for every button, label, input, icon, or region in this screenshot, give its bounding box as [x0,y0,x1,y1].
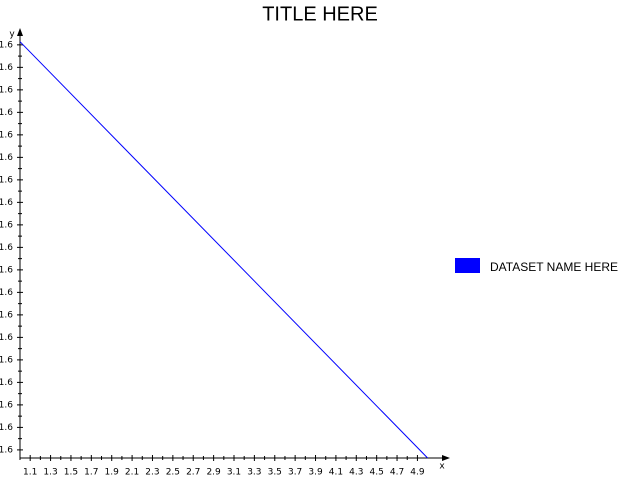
y-tick-label: 1.6 [0,63,13,73]
x-tick-label: 1.9 [105,468,120,478]
chart-title: TITLE HERE [262,3,378,25]
y-tick-label: 1.6 [0,220,13,230]
x-tick-label: 4.9 [410,468,425,478]
x-tick-label: 3.1 [227,468,241,478]
legend-swatch [455,258,480,273]
y-tick-label: 1.6 [0,175,13,185]
y-tick-label: 1.6 [0,400,13,410]
y-tick-label: 1.6 [0,198,13,208]
y-tick-label: 1.6 [0,265,13,275]
x-tick-label: 2.1 [125,468,139,478]
x-tick-label: 4.1 [329,468,343,478]
y-tick-label: 1.6 [0,378,13,388]
y-tick-label: 1.6 [0,333,13,343]
y-tick-label: 1.6 [0,243,13,253]
x-tick-label: 3.9 [308,468,323,478]
x-tick-label: 4.7 [390,468,404,478]
x-tick-label: 1.3 [43,468,57,478]
y-tick-label: 1.6 [0,40,13,50]
data-line [19,41,428,459]
y-tick-label: 1.6 [0,445,13,455]
legend-label: DATASET NAME HERE [490,260,618,274]
y-tick-label: 1.6 [0,310,13,320]
x-tick-label: 1.1 [23,468,37,478]
x-tick-label: 2.7 [186,468,200,478]
x-axis-label: x [439,462,445,472]
y-tick-label: 1.6 [0,130,13,140]
y-axis-label: y [9,30,15,40]
x-tick-label: 3.5 [268,468,282,478]
x-tick-label: 2.9 [206,468,221,478]
y-tick-label: 1.6 [0,85,13,95]
y-tick-label: 1.6 [0,288,13,298]
y-tick-label: 1.6 [0,108,13,118]
x-tick-label: 1.5 [64,468,78,478]
x-tick-label: 2.3 [145,468,159,478]
y-tick-label: 1.6 [0,153,13,163]
x-tick-label: 3.7 [288,468,302,478]
y-tick-label: 1.6 [0,423,13,433]
y-arrow [17,28,23,36]
x-tick-label: 3.3 [247,468,261,478]
x-tick-label: 4.5 [370,468,384,478]
x-tick-label: 4.3 [349,468,363,478]
x-tick-label: 1.7 [84,468,98,478]
x-tick-label: 2.5 [166,468,180,478]
y-tick-label: 1.6 [0,355,13,365]
x-arrow [442,455,450,461]
